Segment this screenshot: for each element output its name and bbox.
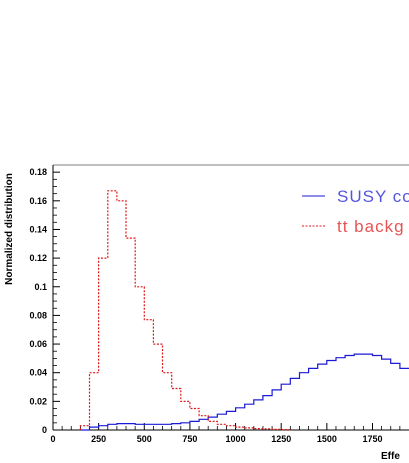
plot-frame (52, 164, 409, 431)
y-tick-label: 0.16 (29, 196, 47, 206)
series-line-tt-background (79, 190, 291, 431)
x-tick-label: 250 (91, 434, 106, 444)
x-tick-label: 1000 (226, 434, 246, 444)
y-tick-label: 0.14 (29, 224, 47, 234)
legend: SUSY co tt backg (302, 187, 409, 236)
x-axis-title: Effe (381, 451, 400, 462)
x-tick-label: 1500 (317, 434, 337, 444)
y-tick-label: 0.12 (29, 253, 47, 263)
y-tick-label: 0.08 (29, 310, 47, 320)
y-tick-label: 0 (42, 425, 47, 435)
x-tick-label: 500 (137, 434, 152, 444)
x-tick-label: 750 (182, 434, 197, 444)
y-axis-title: Normalized distribution (4, 173, 15, 285)
series-layer (79, 190, 409, 431)
y-axis-ticks: 0 0.02 0.04 0.06 0.08 0.1 0.12 0.14 0.16 0.18 (29, 167, 60, 435)
x-tick-label: 1250 (271, 434, 291, 444)
legend-label: SUSY co (337, 187, 409, 206)
x-tick-label: 1750 (362, 434, 382, 444)
y-tick-label: 0.04 (29, 368, 47, 378)
y-tick-label: 0.18 (29, 167, 47, 177)
y-tick-label: 0.02 (29, 396, 47, 406)
y-tick-label: 0.1 (34, 282, 47, 292)
y-tick-label: 0.06 (29, 339, 47, 349)
legend-label: tt backg (337, 217, 405, 236)
series-line-susy (80, 353, 409, 431)
x-tick-label: 0 (50, 434, 55, 444)
